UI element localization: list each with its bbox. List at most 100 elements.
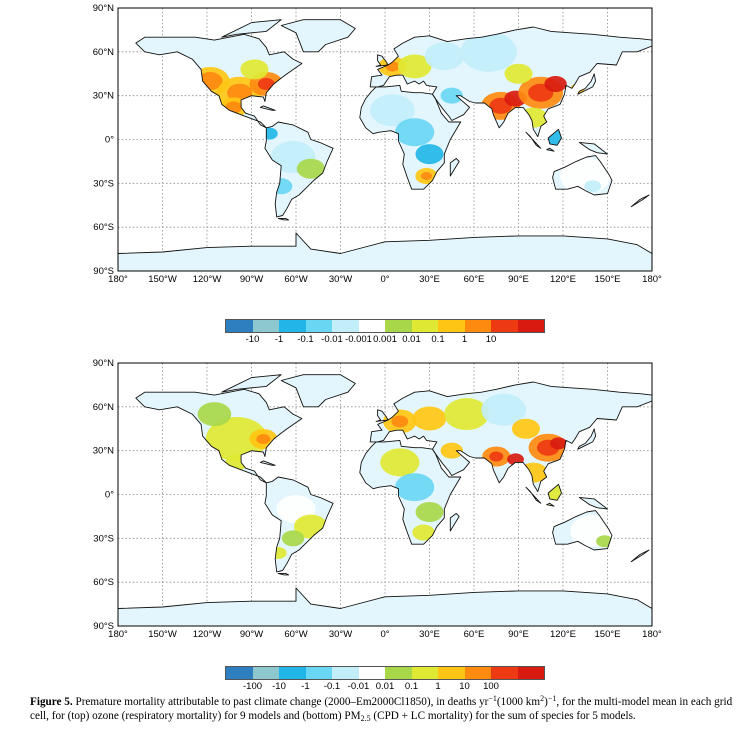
coastline: [547, 128, 562, 146]
colorbar-tick-label: 0.1: [431, 334, 445, 345]
coastline: [277, 217, 290, 221]
longitude-label: 120°W: [193, 274, 222, 285]
mortality-patch: [444, 398, 489, 431]
coastline: [277, 572, 290, 576]
coastline: [552, 155, 613, 196]
colorbar-swatch: [305, 667, 332, 679]
map-bottom: 90°N 60°N 30°N 0° 30°S 60°S 90°S 180° 150°W 120°…: [93, 358, 662, 640]
mortality-patch: [395, 118, 435, 147]
mortality-patch: [584, 180, 602, 193]
mortality-patch: [269, 178, 293, 195]
mortality-patch: [256, 433, 271, 444]
mortality-patch: [460, 31, 517, 72]
coastline: [221, 374, 282, 393]
coastline: [578, 496, 608, 510]
colorbar-swatch: [252, 667, 279, 679]
caption-text: , for the multi-model mean in each grid …: [30, 696, 733, 722]
longitude-label: 90°W: [240, 274, 263, 285]
mortality-patch: [412, 524, 435, 541]
latitude-label: 0°: [105, 135, 114, 146]
mortality-patch: [281, 530, 305, 547]
longitude-label: 30°W: [329, 629, 352, 640]
coastline: [359, 84, 462, 190]
colorbar-tick-label: -10: [272, 681, 286, 692]
latitude-label: 90°S: [93, 621, 114, 632]
colorbar-tick-label: -1: [274, 334, 284, 345]
coastline: [264, 121, 334, 218]
coastline: [375, 409, 389, 422]
coastline: [546, 502, 555, 507]
longitude-label: 180°: [108, 629, 128, 640]
colorbar-swatch: [385, 320, 412, 332]
longitude-label: 120°W: [193, 629, 222, 640]
coastline: [221, 19, 282, 38]
colorbar-tick-label: -0.1: [297, 334, 314, 345]
mortality-patch: [370, 94, 415, 127]
longitude-label: 180°: [642, 274, 662, 285]
coastline: [280, 19, 356, 53]
longitude-label: 0°: [380, 274, 389, 285]
mortality-patch: [240, 59, 269, 80]
mortality-patch: [260, 127, 278, 140]
longitude-label: 60°W: [284, 629, 307, 640]
caption-text: (CPD + LC mortality) for the sum of spec…: [370, 710, 636, 722]
map-frame: [117, 362, 653, 627]
coastline: [264, 476, 334, 573]
colorbar-tick-label: 0.01: [375, 681, 395, 692]
latitude-label: 30°S: [93, 533, 114, 544]
colorbar-swatch: [252, 320, 279, 332]
coastline: [577, 428, 597, 450]
caption-text: ): [544, 696, 548, 708]
mortality-patch: [507, 453, 524, 466]
mortality-patch: [489, 451, 504, 462]
colorbar-tick-label: -0.01: [321, 334, 343, 345]
mortality-patch: [296, 158, 325, 179]
colorbar-tick-label: 1: [435, 681, 441, 692]
mortality-patch: [391, 415, 409, 428]
mortality-patch: [257, 77, 275, 90]
coastline: [449, 513, 460, 532]
coastline: [449, 158, 460, 177]
colorbar-swatch: [438, 667, 465, 679]
mortality-patch: [205, 416, 268, 461]
colorbar-tick-label: -10: [245, 334, 260, 345]
longitude-label: 90°E: [508, 629, 529, 640]
latitude-label: 60°S: [93, 222, 114, 233]
colorbar-swatch: [438, 320, 465, 332]
longitude-label: 30°E: [419, 629, 440, 640]
colorbar-tick-label: 0.01: [402, 334, 421, 345]
colorbar-swatch: [279, 667, 306, 679]
map-frame: [117, 7, 653, 272]
coastline: [135, 388, 303, 484]
caption-sup: −1: [547, 694, 557, 703]
longitude-label: 90°W: [240, 629, 263, 640]
mortality-patch: [511, 418, 540, 439]
mortality-patch: [504, 63, 533, 84]
latitude-label: 30°N: [93, 446, 114, 457]
coastline: [577, 73, 597, 95]
colorbar-tick-label: 100: [483, 681, 499, 692]
longitude-label: 30°W: [329, 274, 352, 285]
coastline: [359, 439, 462, 545]
colorbar-swatch: [411, 667, 438, 679]
mortality-patch: [415, 144, 444, 165]
mortality-patch: [440, 87, 463, 104]
colorbar-swatch: [332, 667, 359, 679]
colorbar-bottom-labels: -100 -10 -1 -0.1 -0.01 0.01 0.1 1 10 100: [225, 681, 545, 693]
colorbar-tick-label: -0.01: [347, 681, 370, 692]
longitude-label: 150°W: [148, 274, 177, 285]
colorbar-swatch: [517, 667, 544, 679]
mortality-patch: [481, 393, 527, 426]
latitude-label: 30°N: [93, 91, 114, 102]
coastline: [259, 460, 276, 466]
colorbar-swatch: [464, 320, 491, 332]
latitude-label: 90°S: [93, 266, 114, 277]
coastline: [259, 105, 276, 111]
longitude-label: 120°E: [550, 274, 576, 285]
colorbar-tick-label: -0.1: [323, 681, 341, 692]
mortality-patch: [380, 448, 420, 477]
colorbar-swatch: [464, 667, 491, 679]
longitude-label: 150°W: [148, 629, 177, 640]
latitude-label: 60°N: [93, 402, 114, 413]
colorbar-tick-label: 10: [485, 334, 497, 345]
